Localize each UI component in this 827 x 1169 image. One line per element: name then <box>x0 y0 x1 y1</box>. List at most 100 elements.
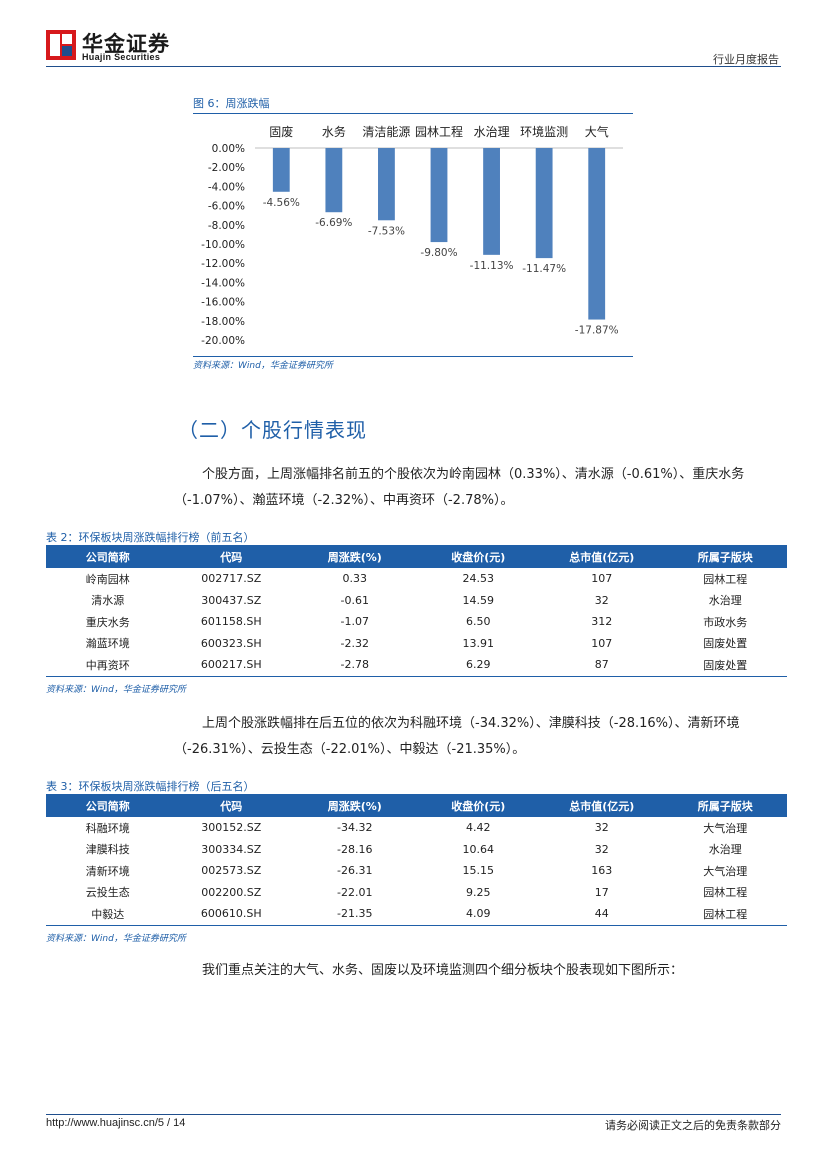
table-cell: 大气治理 <box>703 864 748 878</box>
bar <box>483 148 500 255</box>
y-tick-label: -4.00% <box>208 181 245 193</box>
table-cell: 中毅达 <box>46 903 170 926</box>
table-cell: 大气治理 <box>703 821 748 835</box>
company-logo-icon <box>46 30 76 60</box>
bar <box>325 148 343 213</box>
table-cell: 园林工程 <box>703 886 748 900</box>
y-tick-label: -18.00% <box>201 316 245 328</box>
table-cell: 601158.SH <box>200 615 262 629</box>
table-cell: -1.07 <box>340 615 369 629</box>
table-cell: 市政水务 <box>703 615 748 629</box>
bar <box>430 148 448 243</box>
table-cell: 水治理 <box>708 843 742 857</box>
table-cell: -2.32 <box>340 636 369 650</box>
table-top-divider <box>46 545 787 546</box>
table-cell: 32 <box>594 821 609 835</box>
chart-source: 资料来源：Wind，华金证券研究所 <box>193 361 333 371</box>
column-header: 周涨跌(%) <box>293 795 417 817</box>
table-cell: 312 <box>591 615 613 629</box>
table-cell: 云投生态 <box>85 886 130 900</box>
table-source: 资料来源：Wind，华金证券研究所 <box>46 685 186 695</box>
table-source: 资料来源：Wind，华金证券研究所 <box>46 934 186 944</box>
table-cell: 600610.SH <box>169 903 293 926</box>
y-tick-label: -14.00% <box>201 277 245 289</box>
table-row: 重庆水务 601158.SH -1.07 6.50 312 市政水务 <box>46 611 787 633</box>
data-label: -9.80% <box>420 247 457 259</box>
chart-top-divider <box>193 113 633 114</box>
table-cell: 4.42 <box>466 821 491 835</box>
table-cell: 15.15 <box>462 864 495 878</box>
table-cell: -0.61 <box>340 593 369 607</box>
company-name-en: Huajin Securities <box>82 52 161 62</box>
data-label: -11.13% <box>470 260 514 272</box>
paragraph-bottom-five: 上周个股涨跌幅排在后五位的依次为科融环境（-34.32%）、津膜科技（-28.1… <box>174 716 740 757</box>
table-cell: 600323.SH <box>200 636 262 650</box>
y-tick-label: -16.00% <box>201 297 245 309</box>
table-cell: 中再资环 <box>46 654 170 677</box>
table-cell: 清新环境 <box>85 864 130 878</box>
column-header: 收盘价(元) <box>416 546 540 568</box>
table-cell: 水治理 <box>708 594 742 608</box>
table-cell: 002200.SZ <box>201 885 262 899</box>
company-name-cn: 华金证券 <box>82 32 170 56</box>
y-tick-label: -20.00% <box>201 335 245 347</box>
table-cell: 津膜科技 <box>85 843 130 857</box>
table-cell: 107 <box>591 636 613 650</box>
paragraph-focus-sectors: 我们重点关注的大气、水务、固废以及环境监测四个细分板块个股表现如下图所示： <box>202 963 684 978</box>
column-header: 收盘价(元) <box>416 795 540 817</box>
table-cell: -28.16 <box>337 842 373 856</box>
column-header: 公司简称 <box>46 795 170 817</box>
table-cell: 园林工程 <box>703 572 748 586</box>
paragraph-top-five: 个股方面，上周涨幅排名前五的个股依次为岭南园林（0.33%）、清水源（-0.61… <box>174 467 745 508</box>
table-cell: 重庆水务 <box>85 615 130 629</box>
table-row: 清水源 300437.SZ -0.61 14.59 32 水治理 <box>46 590 787 612</box>
bar <box>378 148 395 221</box>
table-cell: 107 <box>591 572 613 586</box>
column-header: 总市值(亿元) <box>540 795 664 817</box>
footer-divider <box>46 1114 781 1115</box>
table-cell: 300334.SZ <box>201 842 262 856</box>
column-header: 代码 <box>169 795 293 817</box>
table-cell: -2.78 <box>293 654 417 677</box>
table-cell: -26.31 <box>337 864 373 878</box>
table-cell: 002717.SZ <box>201 572 262 586</box>
bar <box>272 148 290 192</box>
category-label: 大气 <box>585 124 609 139</box>
table-cell: 163 <box>591 864 613 878</box>
table-cell: 002573.SZ <box>201 864 262 878</box>
table-cell: 清水源 <box>91 594 125 608</box>
y-tick-label: 0.00% <box>212 143 245 155</box>
category-label: 园林工程 <box>415 124 463 139</box>
table-caption-top-five: 表 2：环保板块周涨跌幅排行榜（前五名） <box>46 531 255 544</box>
table-row: 中再资环 600217.SH -2.78 6.29 87 固废处置 <box>46 654 787 677</box>
category-label: 环境监测 <box>520 124 568 139</box>
column-header: 代码 <box>169 546 293 568</box>
footer-url-page[interactable]: http://www.huajinsc.cn/5 / 14 <box>46 1117 186 1129</box>
data-label: -4.56% <box>263 197 300 209</box>
category-label: 固废 <box>269 124 293 139</box>
bar <box>588 148 606 320</box>
table-row: 津膜科技 300334.SZ -28.16 10.64 32 水治理 <box>46 839 787 861</box>
table-row: 瀚蓝环境 600323.SH -2.32 13.91 107 固废处置 <box>46 633 787 655</box>
table-cell: 4.09 <box>416 903 540 926</box>
column-header: 所属子版块 <box>663 795 787 817</box>
table-caption-bottom-five: 表 3：环保板块周涨跌幅排行榜（后五名） <box>46 780 255 793</box>
bottom-five-table: 公司简称 代码 周涨跌(%) 收盘价(元) 总市值(亿元) 所属子版块 科融环境… <box>46 795 787 926</box>
category-label: 水治理 <box>474 125 510 139</box>
table-cell: 岭南园林 <box>85 572 130 586</box>
table-cell: 32 <box>594 593 609 607</box>
chart-bottom-divider <box>193 356 633 357</box>
category-label: 水务 <box>322 124 346 139</box>
data-label: -6.69% <box>315 217 352 229</box>
report-type: 行业月度报告 <box>713 53 779 66</box>
table-cell: 固废处置 <box>663 654 787 677</box>
y-tick-label: -6.00% <box>208 201 245 213</box>
table-cell: 瀚蓝环境 <box>85 637 130 651</box>
table-cell: 600217.SH <box>169 654 293 677</box>
section-heading: （二）个股行情表现 <box>178 418 367 442</box>
table-top-divider <box>46 794 787 795</box>
table-cell: 44 <box>540 903 664 926</box>
table-cell: -22.01 <box>337 885 373 899</box>
column-header: 所属子版块 <box>663 546 787 568</box>
footer-disclaimer: 请务必阅读正文之后的免责条款部分 <box>605 1119 781 1132</box>
